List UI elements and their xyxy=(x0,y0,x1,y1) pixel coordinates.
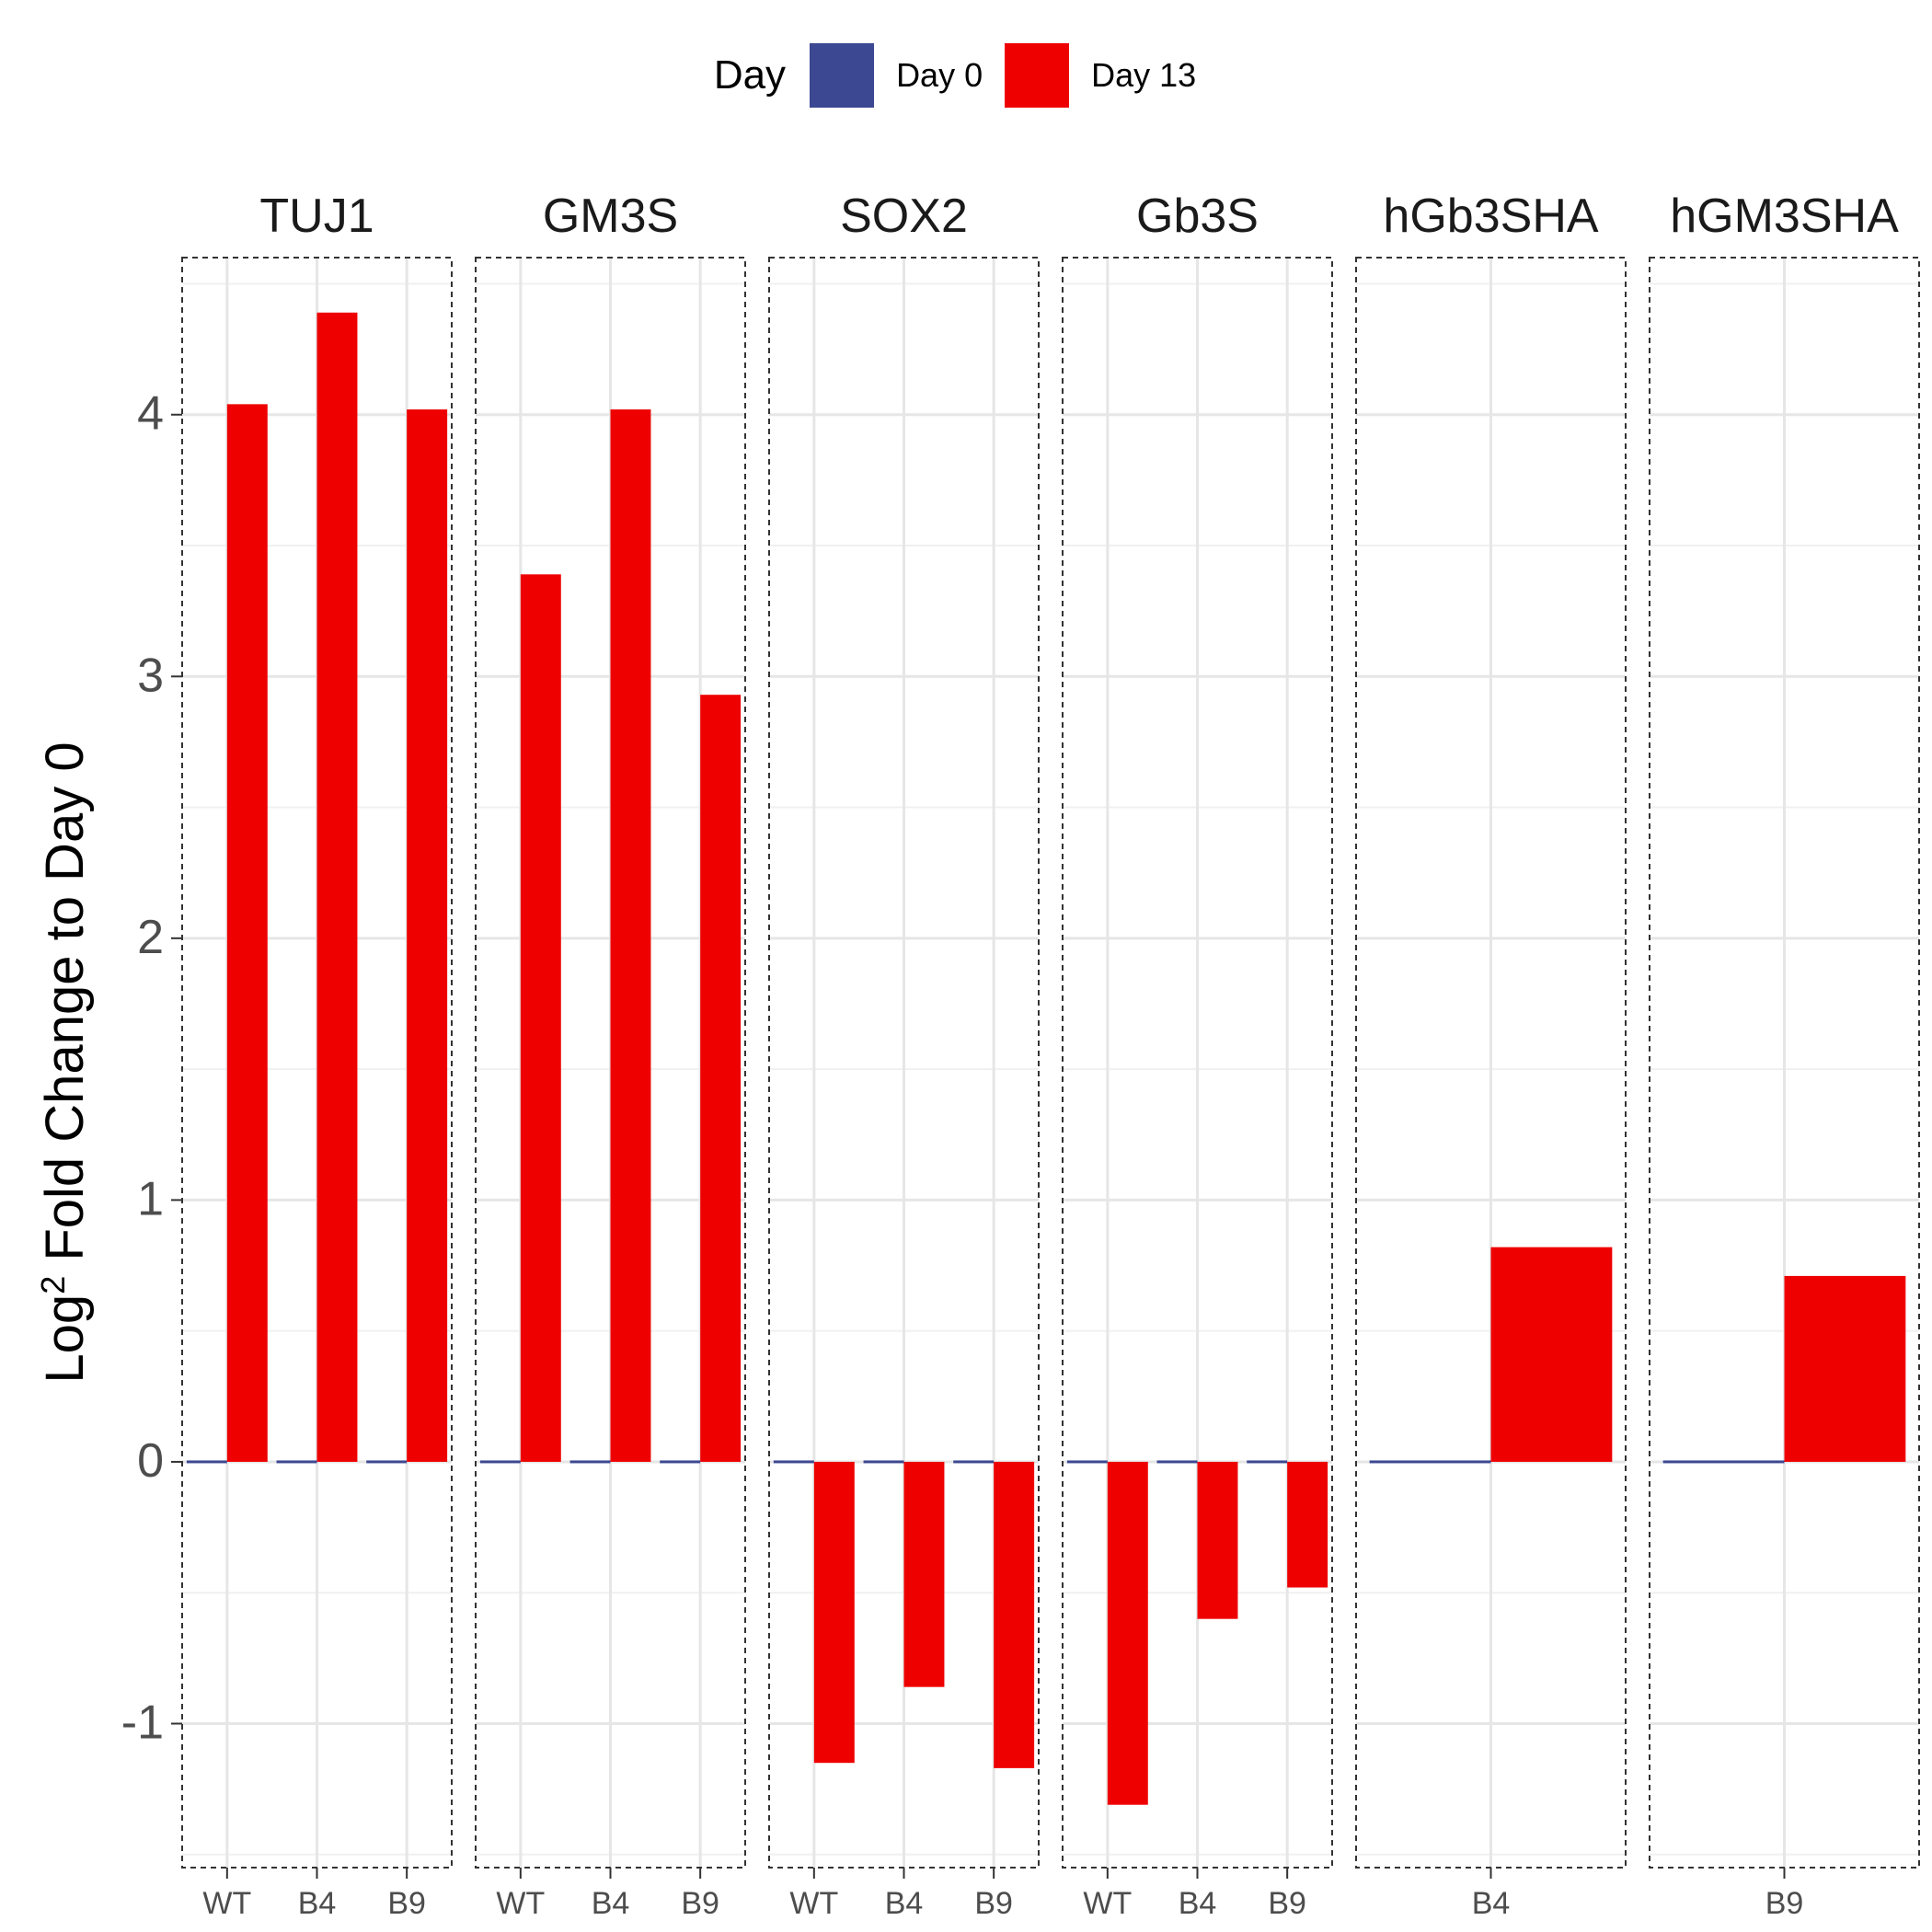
y-tick-label: 0 xyxy=(137,1434,164,1488)
bar-day-0 xyxy=(1369,1460,1491,1464)
bar-day-13 xyxy=(700,695,742,1462)
legend-item-day-0: Day 0 xyxy=(810,43,983,108)
legend-key-day-0 xyxy=(810,43,875,108)
bar-day-13 xyxy=(994,1461,1035,1768)
panel-border xyxy=(1355,257,1627,1869)
bar-day-13 xyxy=(316,312,358,1462)
bar-day-0 xyxy=(569,1460,611,1464)
bar-day-13 xyxy=(1490,1247,1613,1462)
facet-title: hGb3SHA xyxy=(1383,190,1598,243)
bar-day-13 xyxy=(1197,1461,1238,1619)
bar-day-13 xyxy=(1287,1461,1328,1588)
bar-day-13 xyxy=(813,1461,855,1764)
x-tick-label: B4 xyxy=(298,1886,337,1921)
x-tick-label: B9 xyxy=(1268,1886,1306,1921)
bar-day-0 xyxy=(1066,1460,1108,1464)
facet-title: SOX2 xyxy=(840,190,968,243)
bar-day-13 xyxy=(610,409,651,1462)
x-tick-label: B4 xyxy=(1179,1886,1217,1921)
x-tick-label: B4 xyxy=(1472,1886,1511,1921)
panel-border xyxy=(1062,257,1333,1869)
panel-border xyxy=(181,257,453,1869)
bar-day-0 xyxy=(1156,1460,1198,1464)
legend-title: Day xyxy=(713,52,787,98)
y-axis-title: Log2 Fold Change to Day 0 xyxy=(34,742,96,1383)
bar-day-0 xyxy=(276,1460,317,1464)
x-tick-label: WT xyxy=(789,1886,838,1921)
bar-day-0 xyxy=(479,1460,521,1464)
bar-day-13 xyxy=(1784,1275,1906,1462)
bar-day-0 xyxy=(660,1460,701,1464)
x-tick-label: B4 xyxy=(592,1886,630,1921)
x-tick-label: B9 xyxy=(681,1886,719,1921)
legend-key-day-13 xyxy=(1005,43,1070,108)
y-tick-label: 4 xyxy=(137,387,164,441)
bar-day-0 xyxy=(773,1460,814,1464)
y-tick-label: 3 xyxy=(137,649,164,702)
bar-day-0 xyxy=(1247,1460,1288,1464)
x-tick-label: B9 xyxy=(387,1886,426,1921)
panel-border xyxy=(1649,257,1920,1869)
bar-day-0 xyxy=(186,1460,227,1464)
facet-title: Gb3S xyxy=(1136,190,1259,243)
x-tick-label: B9 xyxy=(1765,1886,1804,1921)
x-tick-label: WT xyxy=(1083,1886,1132,1921)
x-tick-label: WT xyxy=(496,1886,545,1921)
facet-title: hGM3SHA xyxy=(1670,190,1899,243)
bar-day-0 xyxy=(863,1460,904,1464)
panel-border xyxy=(768,257,1040,1869)
legend-label-day-13: Day 13 xyxy=(1091,56,1197,94)
x-tick-label: B9 xyxy=(974,1886,1013,1921)
legend: Day Day 0 Day 13 xyxy=(0,40,1932,110)
bar-day-13 xyxy=(903,1461,945,1687)
legend-label-day-0: Day 0 xyxy=(896,56,983,94)
x-tick-label: B4 xyxy=(885,1886,924,1921)
bar-day-13 xyxy=(1107,1461,1148,1805)
facet-title: TUJ1 xyxy=(259,190,374,243)
y-tick-label: -1 xyxy=(121,1696,164,1749)
bar-day-0 xyxy=(366,1460,408,1464)
panel-border xyxy=(475,257,746,1869)
bar-day-13 xyxy=(520,574,561,1462)
legend-item-day-13: Day 13 xyxy=(1005,43,1196,108)
x-tick-label: WT xyxy=(202,1886,251,1921)
bar-day-13 xyxy=(407,409,448,1462)
y-tick-label: 1 xyxy=(137,1172,164,1225)
facet-title: GM3S xyxy=(543,190,678,243)
bar-day-13 xyxy=(226,404,268,1462)
y-tick-label: 2 xyxy=(137,911,164,964)
bar-day-0 xyxy=(953,1460,995,1464)
bar-day-0 xyxy=(1662,1460,1785,1464)
